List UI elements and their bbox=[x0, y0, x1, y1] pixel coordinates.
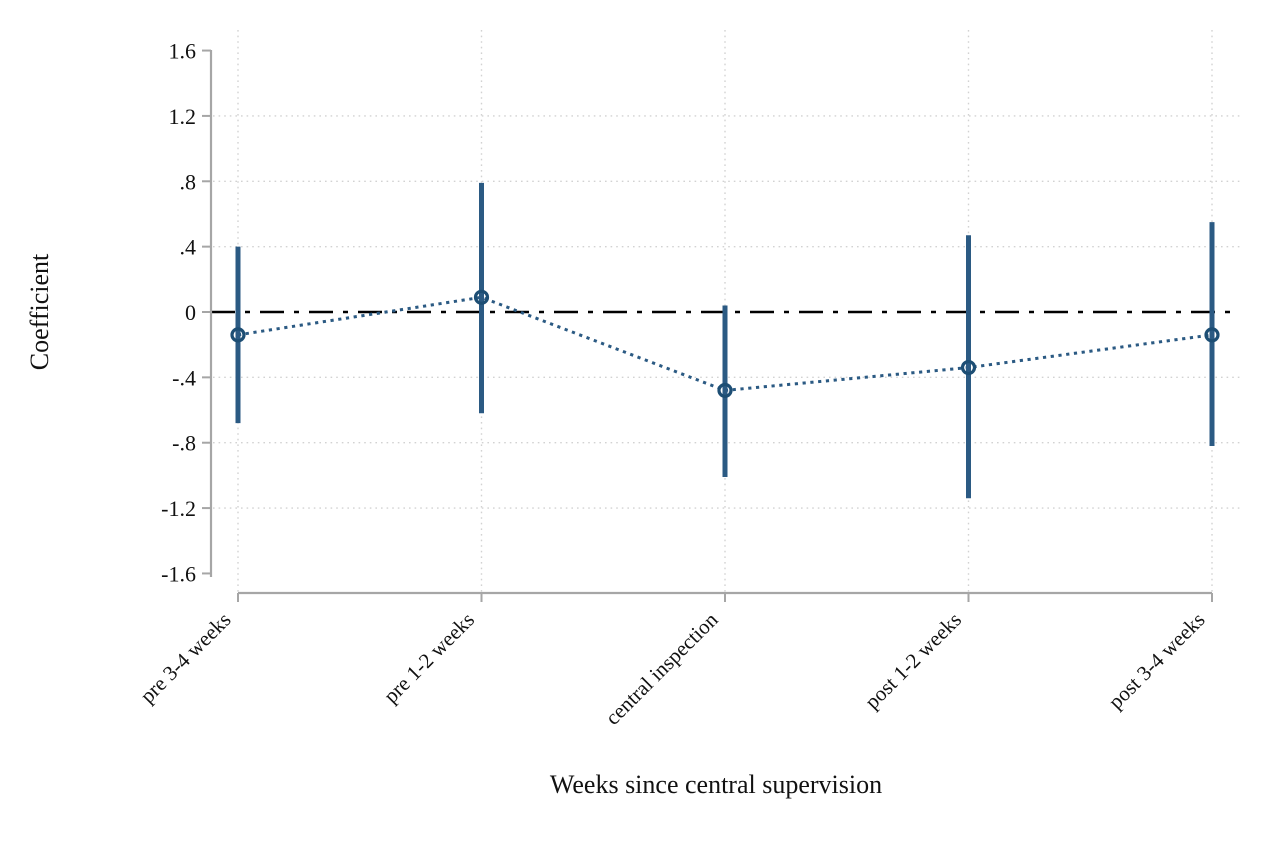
x-axis-title: Weeks since central supervision bbox=[550, 770, 882, 799]
y-tick-label: -1.6 bbox=[161, 561, 196, 586]
coef-marker bbox=[1204, 327, 1220, 343]
y-tick-label: 0 bbox=[185, 300, 196, 325]
x-tick-label: post 1-2 weeks bbox=[860, 608, 966, 714]
coef-marker bbox=[230, 327, 246, 343]
series-layer bbox=[230, 182, 1220, 499]
y-tick-label: .4 bbox=[180, 235, 197, 260]
x-tick-label: post 3-4 weeks bbox=[1103, 608, 1209, 714]
coef-marker bbox=[960, 359, 977, 376]
x-tick-label: pre 3-4 weeks bbox=[135, 608, 235, 708]
y-tick-label: -.4 bbox=[172, 365, 196, 390]
x-tick-label: pre 1-2 weeks bbox=[379, 608, 479, 708]
coef-marker bbox=[473, 289, 490, 305]
coef-marker bbox=[717, 382, 733, 399]
y-axis-title: Coefficient bbox=[25, 253, 54, 370]
y-tick-label: 1.6 bbox=[169, 39, 197, 64]
y-tick-label: 1.2 bbox=[169, 104, 197, 129]
y-tick-label: -1.2 bbox=[161, 496, 196, 521]
x-tick-label: central inspection bbox=[600, 607, 722, 729]
y-tick-label: -.8 bbox=[172, 431, 196, 456]
axes-layer: 1.6 1.2 .8 .4 0 -.4 -.8 -1.2 -1.6 pre 3-4 weeks pr… bbox=[135, 39, 1213, 730]
y-tick-label: .8 bbox=[180, 169, 197, 194]
